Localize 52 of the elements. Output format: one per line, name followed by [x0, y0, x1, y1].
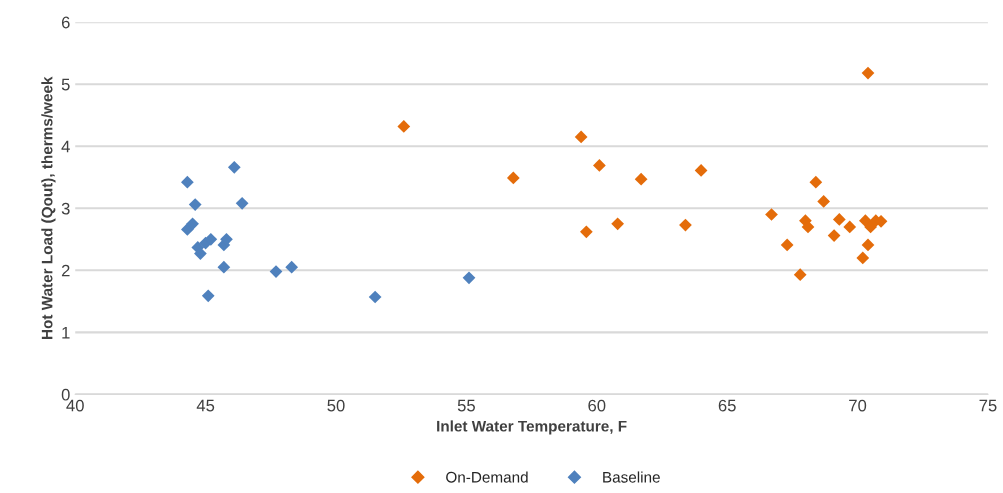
y-tick-label: 2	[61, 264, 70, 277]
x-tick-label: 50	[327, 399, 345, 412]
point	[368, 290, 382, 304]
point	[861, 238, 875, 252]
point	[217, 260, 231, 274]
y-tick-label: 0	[61, 388, 70, 401]
point	[765, 208, 778, 221]
point	[859, 214, 872, 228]
legend-label: Baseline	[603, 471, 660, 483]
x-axis-title: Inlet Water Temperature, F	[437, 420, 627, 435]
x-tick-label: 70	[849, 399, 867, 412]
y-tick-label: 1	[62, 326, 70, 339]
point	[397, 120, 411, 133]
point	[801, 220, 815, 234]
point	[817, 195, 831, 208]
point	[220, 232, 233, 246]
point	[506, 171, 520, 185]
point	[462, 271, 476, 285]
y-tick-label: 6	[61, 16, 70, 29]
point	[574, 130, 588, 144]
x-tick-label: 65	[718, 399, 736, 412]
point	[593, 159, 606, 172]
point	[579, 225, 593, 239]
point	[809, 175, 823, 189]
x-tick-label: 55	[457, 399, 475, 412]
x-tick-label: 75	[979, 399, 997, 412]
point	[832, 213, 846, 226]
point	[235, 196, 249, 210]
point	[861, 66, 875, 80]
y-tick-label: 3	[61, 202, 70, 215]
x-tick-label: 60	[588, 399, 606, 412]
point	[204, 232, 218, 246]
y-tick-label: 5	[61, 78, 70, 91]
point	[780, 238, 794, 252]
point	[634, 172, 648, 186]
point	[827, 229, 841, 242]
x-tick-label: 45	[196, 399, 215, 412]
point	[793, 268, 807, 282]
point	[285, 260, 299, 274]
point	[843, 220, 857, 234]
point	[611, 217, 625, 231]
point	[856, 251, 870, 265]
point	[188, 198, 202, 211]
legend-label: On-Demand	[446, 471, 528, 483]
point	[186, 217, 199, 231]
point	[181, 175, 194, 189]
x-tick-label: 40	[66, 399, 84, 412]
point	[694, 164, 708, 177]
point	[227, 160, 241, 174]
y-axis-title: Hot Water Load (Qout), therms/week	[41, 76, 56, 339]
y-tick-label: 4	[61, 140, 70, 153]
point	[201, 289, 215, 303]
